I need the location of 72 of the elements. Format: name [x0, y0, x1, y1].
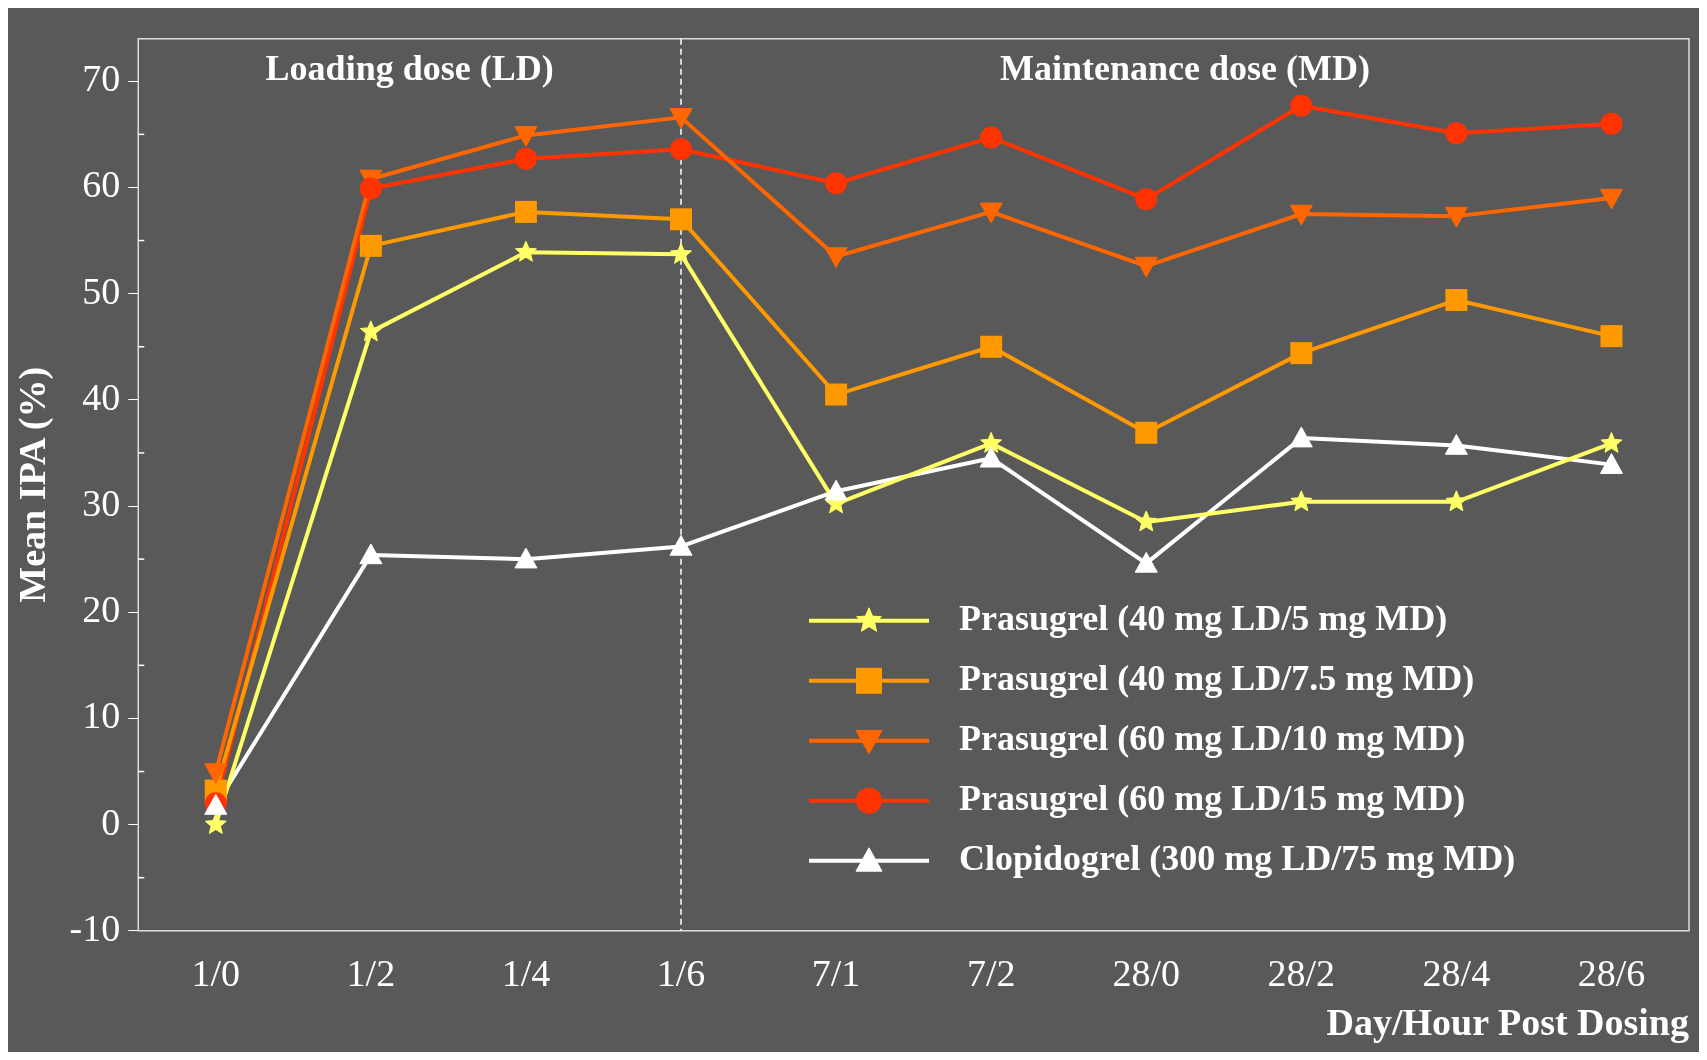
point [669, 108, 693, 129]
point [1445, 289, 1468, 312]
x-tick-label: 28/2 [1267, 951, 1336, 994]
legend-label: Clopidogrel (300 mg LD/75 mg MD) [959, 838, 1516, 879]
point [1134, 551, 1158, 573]
x-tick-label: 1/0 [191, 951, 241, 994]
y-axis-title: Mean IPA (%) [10, 366, 54, 603]
legend-label: Prasugrel (60 mg LD/15 mg MD) [959, 778, 1466, 819]
point [359, 177, 382, 200]
x-tick-label: 7/2 [966, 951, 1016, 994]
x-tick-label: 1/4 [501, 951, 551, 994]
point [1290, 94, 1313, 117]
point [359, 234, 382, 257]
point [1600, 112, 1623, 135]
legend-label: Prasugrel (40 mg LD/7.5 mg MD) [959, 658, 1475, 699]
point [204, 813, 227, 835]
point [1600, 325, 1623, 348]
point [514, 547, 538, 569]
point [1135, 421, 1158, 444]
point [980, 431, 1003, 453]
point [670, 242, 692, 264]
point [514, 126, 538, 147]
x-tick-label: 28/4 [1422, 951, 1491, 994]
x-tick-label: 28/6 [1577, 951, 1646, 994]
legend-label: Prasugrel (60 mg LD/10 mg MD) [959, 718, 1466, 759]
point [1600, 431, 1623, 453]
annotation: Maintenance dose (MD) [1000, 48, 1370, 89]
point [1599, 188, 1623, 210]
point [514, 200, 537, 223]
point [670, 208, 693, 231]
point [980, 126, 1003, 149]
y-tick-label: 50 [82, 269, 121, 312]
y-tick-label: 70 [82, 57, 121, 100]
point [670, 138, 693, 161]
point [1445, 490, 1468, 512]
point [979, 446, 1003, 468]
point [1134, 256, 1158, 278]
point [1445, 122, 1468, 145]
y-tick-label: 40 [82, 375, 121, 418]
point [359, 320, 382, 342]
y-tick-label: 10 [82, 694, 121, 737]
point [824, 479, 848, 501]
point [979, 202, 1003, 224]
point [980, 335, 1003, 358]
point [514, 240, 537, 262]
point [1599, 453, 1623, 474]
point [825, 172, 848, 195]
y-tick-label: -10 [69, 906, 121, 949]
point [1135, 510, 1158, 532]
y-tick-label: 60 [82, 163, 121, 206]
point [1444, 206, 1468, 228]
point [1290, 490, 1313, 512]
annotation: Loading dose (LD) [265, 48, 554, 89]
point [824, 247, 848, 268]
point [359, 543, 383, 565]
y-tick-label: 0 [101, 800, 121, 843]
x-tick-label: 7/1 [811, 951, 861, 994]
x-axis-title: Day/Hour Post Dosing [1326, 1001, 1689, 1044]
point [514, 147, 537, 170]
x-tick-label: 1/2 [346, 951, 396, 994]
point [1135, 188, 1158, 211]
point [1444, 434, 1468, 455]
point [825, 383, 848, 406]
point [1289, 426, 1313, 448]
y-tick-label: 30 [82, 482, 121, 525]
point [1289, 204, 1313, 226]
point [669, 534, 693, 556]
y-tick-label: 20 [82, 588, 121, 631]
x-tick-label: 1/6 [656, 951, 706, 994]
x-tick-label: 28/0 [1112, 951, 1181, 994]
legend-label: Prasugrel (40 mg LD/5 mg MD) [959, 598, 1448, 639]
point [1290, 342, 1313, 365]
